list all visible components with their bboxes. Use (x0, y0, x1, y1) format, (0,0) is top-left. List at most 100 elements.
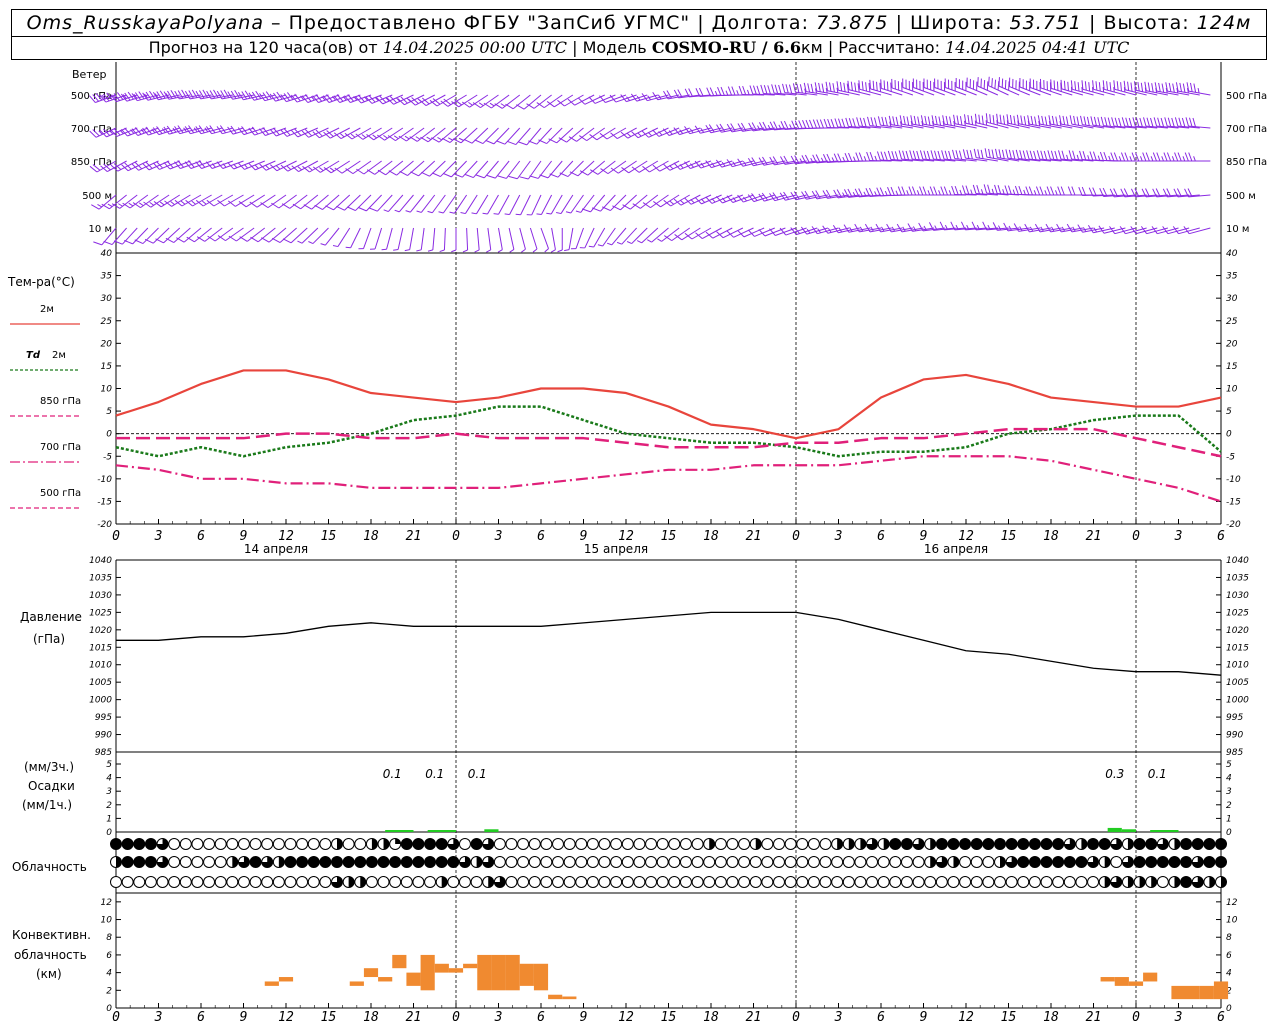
precip-label-2: 0.1 (468, 767, 487, 781)
precip-label-3: 0.3 (1105, 767, 1124, 781)
cloud-circle (890, 877, 901, 888)
cloud-cell-2-76 (995, 877, 1006, 888)
cloud-circle (366, 877, 377, 888)
prec-y-label-right-2: 2 (1226, 801, 1232, 811)
wind-barb-staff (477, 228, 479, 250)
cloud-circle (343, 839, 354, 850)
cloud-cell-2-4 (157, 877, 168, 888)
prec-y-label-left-0: 0 (106, 828, 112, 838)
cloud-cell-1-85 (1099, 857, 1110, 868)
cloud-cell-1-33 (494, 857, 505, 868)
cloud-circle (692, 877, 703, 888)
cloud-cell-2-15 (285, 877, 296, 888)
cloud-fill (1105, 877, 1111, 888)
cloud-cell-2-19 (332, 877, 343, 888)
conv-x-tick-label-17: 3 (834, 1010, 843, 1024)
wind-barb-flag (849, 153, 852, 161)
cloud-circle (273, 839, 284, 850)
cloud-cell-2-49 (680, 877, 691, 888)
cloud-fill (308, 857, 319, 868)
wind-barb-flag (1054, 80, 1055, 89)
cloud-fill (360, 877, 366, 888)
temp-legend-label: 850 гПа (40, 396, 81, 407)
cloud-cell-1-88 (1134, 857, 1145, 868)
wind-barb-flag (888, 187, 891, 195)
cloud-cell-0-31 (471, 839, 482, 850)
wind-barb-flag (250, 237, 258, 242)
wind-barb-flag (910, 150, 912, 159)
cloud-fill (930, 839, 936, 850)
prec-y-label-right-4: 4 (1226, 774, 1232, 784)
wind-barb-flag (877, 82, 878, 91)
wind-barb-flag (880, 83, 881, 92)
cloud-fill (1204, 857, 1215, 868)
wind-barb-flag (973, 185, 976, 194)
cloud-circle (192, 839, 203, 850)
temp-y-label-right-9: 25 (1226, 317, 1238, 327)
wind-barb-staff (247, 228, 264, 241)
wind-barb-flag (1173, 84, 1175, 93)
wind-barb-flag (1045, 190, 1047, 195)
wind-barb-flag (1094, 117, 1096, 126)
wind-barb-flag (516, 105, 524, 109)
wind-barb-flag (261, 238, 269, 242)
wind-barb-flag (1047, 187, 1050, 195)
wind-barb-flag (923, 187, 926, 195)
wind-barb-flag (653, 201, 660, 206)
cloud-cell-2-5 (169, 877, 180, 888)
wind-barb-flag (1031, 116, 1033, 125)
cloud-fill (1088, 839, 1099, 850)
cloud-cell-1-20 (343, 857, 354, 868)
wind-barb-staff (521, 195, 531, 215)
temp-y-label-right-7: 15 (1226, 362, 1238, 372)
cloud-circle (378, 877, 389, 888)
wind-barb-flag (931, 150, 933, 159)
pres-y-label-left-6: 1015 (89, 643, 112, 653)
wind-barb-flag (860, 227, 863, 231)
wind-barb-flag (971, 116, 972, 125)
wind-barb-flag (1091, 116, 1093, 125)
wind-barb-flag (968, 115, 969, 124)
cloud-fill (488, 877, 494, 888)
wind-barb-3-5-3 (336, 195, 360, 210)
conv-block-17 (562, 997, 576, 1000)
wind-barb-flag (475, 250, 480, 252)
wind-level-right-0: 500 гПа (1226, 91, 1267, 102)
cloud-cell-2-81 (1053, 877, 1064, 888)
wind-barb-flag (261, 203, 268, 208)
cloud-cell-1-16 (297, 857, 308, 868)
wind-barb-flag (336, 206, 344, 210)
wind-barb-flag (743, 86, 746, 94)
conv-block-19 (1115, 977, 1129, 986)
wind-barb-flag (283, 239, 291, 243)
cloud-circle (855, 877, 866, 888)
cloud-fill (1181, 877, 1192, 888)
wind-barb-flag (944, 187, 947, 195)
wind-barb-flag (505, 104, 513, 109)
wind-barb-flag (1183, 156, 1185, 161)
pres-y-label-right-1: 990 (1226, 731, 1243, 741)
pressure-line (116, 612, 1221, 675)
cloud-circle (983, 857, 994, 868)
wind-barb-3-23-1 (1079, 187, 1104, 195)
wind-barb-flag (432, 173, 440, 177)
cloud-circle (867, 857, 878, 868)
wind-barb-4-6-0 (358, 228, 371, 249)
cloud-cell-2-61 (820, 877, 831, 888)
cloud-cell-2-67 (890, 877, 901, 888)
wind-barb-flag (1005, 185, 1008, 194)
conv-x-tick-label-24: 0 (1132, 1010, 1140, 1024)
cloud-cell-2-33 (494, 877, 505, 888)
cloud-cell-0-27 (425, 839, 436, 850)
cloud-circle (227, 877, 238, 888)
wind-barb-flag (1077, 155, 1078, 160)
wind-barb-flag (325, 206, 333, 210)
wind-barb-flag (1041, 151, 1043, 160)
cloud-circle (669, 857, 680, 868)
cloud-circle (960, 857, 971, 868)
wind-barb-flag (793, 83, 795, 92)
cloud-fill (837, 839, 843, 850)
wind-barb-staff (410, 195, 424, 212)
cloud-cell-2-79 (1029, 877, 1040, 888)
cloud-cell-2-78 (1018, 877, 1029, 888)
